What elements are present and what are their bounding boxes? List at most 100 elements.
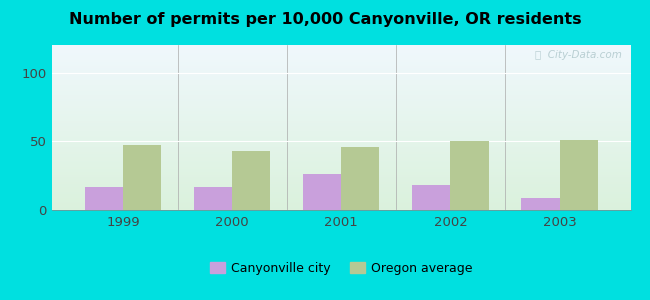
Text: Number of permits per 10,000 Canyonville, OR residents: Number of permits per 10,000 Canyonville… [69, 12, 581, 27]
Bar [52, 160, 630, 162]
Bar [52, 137, 630, 139]
Bar [52, 144, 630, 146]
Bar [123, 146, 161, 210]
Bar [52, 187, 630, 189]
Bar [52, 146, 630, 147]
Bar [52, 200, 630, 202]
Bar [52, 149, 630, 151]
Bar [52, 52, 630, 53]
Bar [52, 166, 630, 167]
Bar [52, 128, 630, 129]
Bar [52, 208, 630, 210]
Bar [52, 71, 630, 73]
Bar [194, 187, 232, 210]
Legend: Canyonville city, Oregon average: Canyonville city, Oregon average [205, 257, 478, 280]
Bar [52, 139, 630, 141]
Bar [52, 162, 630, 164]
Bar [52, 60, 630, 61]
Bar [52, 202, 630, 203]
Bar [52, 116, 630, 118]
Bar [52, 88, 630, 89]
Bar [52, 80, 630, 81]
Bar [52, 185, 630, 187]
Bar [52, 170, 630, 172]
Bar [52, 141, 630, 142]
Bar [52, 164, 630, 166]
Text: ⓘ  City-Data.com: ⓘ City-Data.com [535, 50, 622, 60]
Bar [52, 194, 630, 195]
Bar [52, 151, 630, 152]
Bar [52, 46, 630, 48]
Bar [52, 68, 630, 70]
Bar [341, 147, 380, 210]
Bar [52, 56, 630, 58]
Bar [52, 103, 630, 104]
Bar [52, 207, 630, 208]
Bar [52, 101, 630, 103]
Bar [52, 199, 630, 200]
Bar [52, 89, 630, 91]
Bar [52, 133, 630, 134]
Bar [52, 192, 630, 194]
Bar [52, 112, 630, 114]
Bar [52, 63, 630, 65]
Bar [52, 55, 630, 56]
Bar [52, 203, 630, 205]
Bar [52, 184, 630, 185]
Bar [52, 195, 630, 197]
Bar [52, 189, 630, 190]
Bar [52, 155, 630, 157]
Bar [52, 147, 630, 149]
Bar [52, 119, 630, 121]
Bar [52, 122, 630, 124]
Bar [52, 129, 630, 131]
Bar [412, 185, 450, 210]
Bar [450, 141, 489, 210]
Bar [52, 61, 630, 63]
Bar [52, 75, 630, 76]
Bar [52, 100, 630, 101]
Bar [52, 93, 630, 94]
Bar [52, 67, 630, 68]
Bar [52, 85, 630, 86]
Bar [52, 96, 630, 98]
Bar [52, 78, 630, 80]
Bar [52, 154, 630, 155]
Bar [52, 159, 630, 160]
Bar [52, 114, 630, 116]
Bar [52, 50, 630, 52]
Bar [52, 70, 630, 71]
Bar [84, 187, 123, 210]
Bar [52, 76, 630, 78]
Bar [52, 58, 630, 60]
Bar [52, 126, 630, 128]
Bar [52, 86, 630, 88]
Bar [52, 121, 630, 122]
Bar [52, 177, 630, 178]
Bar [52, 172, 630, 174]
Bar [52, 94, 630, 96]
Bar [52, 53, 630, 55]
Bar [52, 167, 630, 169]
Bar [52, 104, 630, 106]
Bar [52, 169, 630, 170]
Bar [52, 142, 630, 144]
Bar [52, 81, 630, 83]
Bar [52, 48, 630, 50]
Bar [52, 118, 630, 119]
Bar [52, 131, 630, 133]
Bar [52, 83, 630, 85]
Bar [52, 45, 630, 47]
Bar [52, 134, 630, 136]
Bar [52, 178, 630, 180]
Bar [52, 124, 630, 126]
Bar [52, 111, 630, 113]
Bar [560, 140, 598, 210]
Bar [303, 174, 341, 210]
Bar [52, 108, 630, 109]
Bar [52, 152, 630, 154]
Bar [52, 205, 630, 207]
Bar [52, 174, 630, 175]
Bar [52, 136, 630, 137]
Bar [52, 65, 630, 66]
